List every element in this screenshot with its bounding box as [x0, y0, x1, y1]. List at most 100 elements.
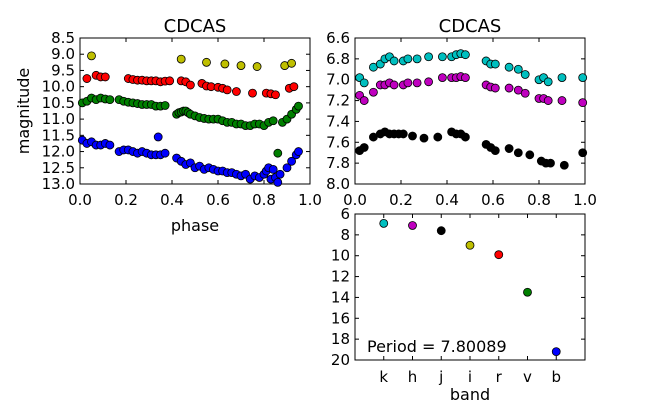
point-band-v — [160, 101, 170, 110]
point-band-h — [557, 96, 567, 105]
point-band-k — [520, 70, 530, 79]
point-band-r — [231, 87, 241, 96]
point-band-j — [408, 131, 417, 141]
point-band-i — [252, 62, 262, 71]
point-band-b — [105, 140, 115, 150]
p1-xtick-label: 0.2 — [114, 191, 138, 209]
point-band-i — [287, 58, 297, 68]
panel3-ticks: k h j i r v b 6 8 10 12 14 16 18 20 — [331, 205, 585, 386]
point-band-v — [273, 148, 283, 158]
panel2-title: CDCAS — [439, 16, 502, 37]
band-point-j — [436, 226, 446, 236]
point-band-b — [160, 148, 170, 158]
p2-xtick-label: 0.6 — [481, 191, 505, 209]
point-band-j — [359, 143, 369, 152]
panel1-ticks: 0.0 0.2 0.4 0.6 0.8 1.08.59.09.510.010.511.01… — [42, 29, 322, 209]
panel1-ylabel: magnitude — [14, 68, 33, 155]
point-band-h — [490, 83, 500, 93]
point-band-r — [165, 76, 175, 86]
panel2-points — [355, 49, 588, 170]
panel2-frame — [354, 37, 586, 185]
point-band-r — [82, 74, 92, 83]
point-band-j — [513, 148, 523, 158]
band-point-v — [523, 287, 532, 297]
p2-ytick-label: 7.4 — [326, 112, 350, 130]
p3-xtick-label: k — [379, 368, 388, 386]
point-band-j — [578, 148, 588, 158]
point-band-i — [87, 51, 96, 61]
panel3-xlabel: band — [450, 385, 490, 401]
point-band-j — [490, 146, 500, 156]
p2-xtick-label: 0.2 — [389, 191, 413, 209]
point-band-h — [359, 96, 369, 105]
point-band-b — [294, 147, 303, 156]
period-annotation: Period = 7.80089 — [367, 337, 507, 356]
p1-ytick-label: 9.5 — [51, 61, 75, 79]
panel-band-period: k h j i r v b 6 8 10 12 14 16 18 20 Period = 7.80089 b… — [331, 205, 586, 401]
point-band-i — [220, 59, 230, 69]
band-point-r — [494, 250, 504, 260]
panel2-ticks: 0.0 0.2 0.4 0.6 0.8 1.0 6.6 6.8 7.0 7.2 7.4 7.6 7.8 8… — [326, 29, 597, 209]
point-band-i — [202, 57, 211, 67]
p3-xtick-label: h — [408, 368, 418, 386]
band-point-h — [408, 221, 417, 230]
point-band-b — [268, 164, 278, 174]
point-band-k — [389, 56, 399, 66]
point-band-b — [282, 163, 292, 173]
p2-xtick-label: 0.0 — [343, 191, 367, 209]
panel3-points — [379, 218, 561, 357]
point-band-k — [460, 50, 470, 60]
point-band-h — [460, 73, 470, 83]
p1-ytick-label: 11.5 — [42, 126, 75, 144]
p1-xtick-label: 0.8 — [252, 191, 276, 209]
p3-xtick-label: r — [496, 368, 503, 386]
point-band-k — [513, 64, 523, 74]
band-point-b — [551, 347, 561, 357]
point-band-h — [578, 98, 588, 108]
point-band-i — [236, 61, 246, 70]
point-band-j — [504, 144, 514, 153]
point-band-j — [525, 150, 535, 160]
p1-ytick-label: 13.0 — [42, 175, 75, 193]
p1-ytick-label: 12.0 — [42, 143, 75, 161]
p1-ytick-label: 11.0 — [42, 110, 75, 128]
point-band-k — [403, 54, 413, 64]
point-band-k — [557, 73, 567, 83]
p2-ytick-label: 6.6 — [326, 29, 350, 47]
p2-ytick-label: 7.6 — [326, 133, 350, 151]
point-band-h — [543, 96, 553, 105]
point-band-k — [490, 59, 500, 69]
p1-ytick-label: 9.0 — [51, 45, 75, 63]
p2-xtick-label: 0.4 — [435, 191, 459, 209]
p2-ytick-label: 7.2 — [326, 92, 350, 110]
panel-phase-infrared: CDCAS 0.0 0.2 0.4 0.6 0.8 1.0 6.6 6.8 7.0 7.2 7.4 7… — [326, 16, 597, 209]
point-band-b — [153, 132, 163, 142]
point-band-h — [520, 88, 530, 98]
p1-ytick-label: 12.5 — [42, 159, 75, 177]
point-band-h — [504, 83, 514, 93]
point-band-r — [289, 82, 299, 92]
point-band-v — [268, 116, 278, 126]
point-band-h — [389, 80, 399, 90]
panel1-xlabel: phase — [171, 216, 219, 235]
point-band-r — [100, 72, 110, 82]
point-band-h — [424, 77, 434, 87]
point-band-h — [437, 73, 447, 83]
p1-xtick-label: 0.0 — [68, 191, 92, 209]
p3-xtick-label: i — [468, 368, 472, 386]
p3-xtick-label: v — [523, 368, 532, 386]
band-point-k — [379, 218, 389, 228]
p2-ytick-label: 7.0 — [326, 71, 350, 89]
point-band-k — [424, 52, 434, 62]
point-band-k — [437, 52, 447, 62]
p2-ytick-label: 8.0 — [326, 175, 350, 193]
p3-xtick-label: j — [438, 368, 443, 386]
p3-ytick-label: 20 — [331, 351, 350, 369]
p1-xtick-label: 0.4 — [160, 191, 184, 209]
point-band-j — [559, 160, 569, 170]
p2-ytick-label: 6.8 — [326, 50, 350, 68]
point-band-b — [273, 177, 283, 187]
p3-ytick-label: 12 — [331, 268, 350, 286]
point-band-b — [275, 169, 285, 179]
